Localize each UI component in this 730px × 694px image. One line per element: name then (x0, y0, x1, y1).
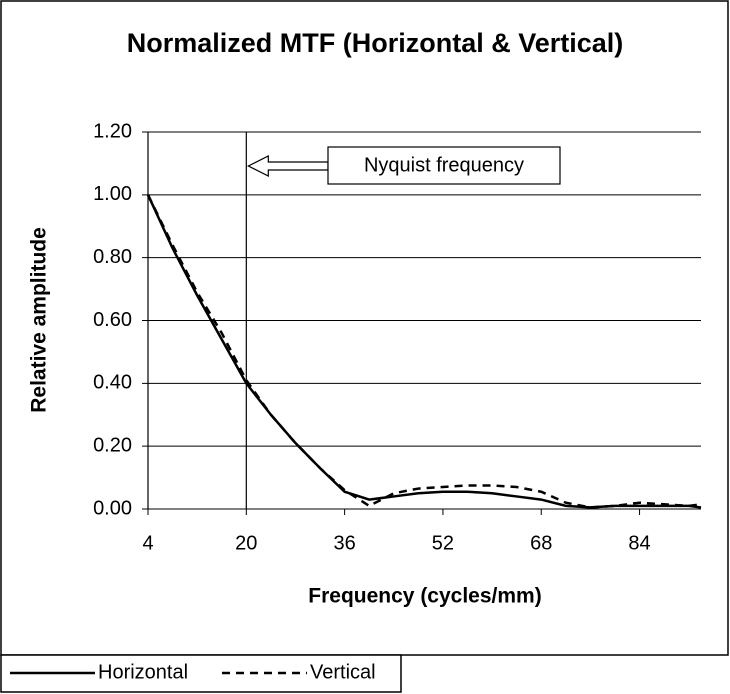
x-tick-label: 52 (432, 532, 454, 554)
y-tick-label: 0.00 (93, 497, 132, 519)
annotation-arrow (246, 155, 329, 177)
y-tick-label: 0.40 (93, 372, 132, 394)
x-tick-label: 20 (235, 532, 257, 554)
annotation-box (327, 146, 561, 185)
x-tick-label: 4 (142, 532, 153, 554)
y-axis-title: Relative amplitude (28, 227, 51, 413)
y-tick-label: 1.00 (93, 183, 132, 205)
legend-label: Vertical (310, 661, 376, 683)
y-tick-label: 0.20 (93, 434, 132, 456)
y-tick-label: 1.20 (93, 120, 132, 142)
series-line (146, 194, 702, 509)
chart-title: Normalized MTF (Horizontal & Vertical) (127, 28, 624, 58)
y-tick-label: 0.80 (93, 246, 132, 268)
annotation-text: Nyquist frequency (364, 154, 524, 176)
x-tick-label: 84 (628, 532, 650, 554)
y-tick-label: 0.60 (93, 309, 132, 331)
x-axis-title: Frequency (cycles/mm) (308, 585, 541, 608)
series-line (146, 194, 702, 509)
x-tick-label: 68 (530, 532, 552, 554)
legend-label: Horizontal (98, 661, 188, 683)
x-tick-label: 36 (333, 532, 355, 554)
